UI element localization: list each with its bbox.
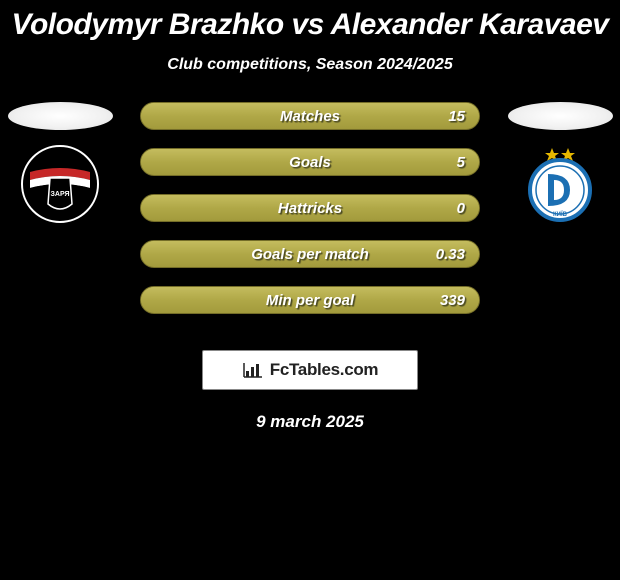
watermark-text: FcTables.com [270,360,379,380]
bar-hattricks: Hattricks 0 [140,194,480,222]
comparison-area: ЗАРЯ КИЇВ Matches 15 Goals 5 [0,102,620,332]
bar-label: Min per goal [266,292,354,309]
left-player-col: ЗАРЯ [0,102,120,224]
svg-text:КИЇВ: КИЇВ [553,211,568,218]
bar-value: 339 [440,292,465,309]
right-club-badge: КИЇВ [520,144,600,224]
right-player-col: КИЇВ [500,102,620,224]
bar-label: Goals per match [251,246,369,263]
bar-chart-icon [242,361,264,379]
right-player-oval [508,102,613,130]
bar-label: Hattricks [278,200,342,217]
bar-value: 0 [457,200,465,217]
left-player-oval [8,102,113,130]
bar-goals-per-match: Goals per match 0.33 [140,240,480,268]
bar-min-per-goal: Min per goal 339 [140,286,480,314]
subtitle: Club competitions, Season 2024/2025 [0,56,620,74]
bar-matches: Matches 15 [140,102,480,130]
svg-text:ЗАРЯ: ЗАРЯ [51,191,70,198]
left-club-badge: ЗАРЯ [20,144,100,224]
date-text: 9 march 2025 [0,412,620,432]
watermark: FcTables.com [202,350,418,390]
bar-label: Goals [289,154,331,171]
stat-bars: Matches 15 Goals 5 Hattricks 0 Goals per… [140,102,480,314]
bar-value: 5 [457,154,465,171]
bar-value: 0.33 [436,246,465,263]
bar-label: Matches [280,108,340,125]
bar-value: 15 [448,108,465,125]
dynamo-badge-icon: КИЇВ [520,144,600,224]
zorya-badge-icon: ЗАРЯ [20,144,100,224]
bar-goals: Goals 5 [140,148,480,176]
page-title: Volodymyr Brazhko vs Alexander Karavaev [0,0,620,42]
